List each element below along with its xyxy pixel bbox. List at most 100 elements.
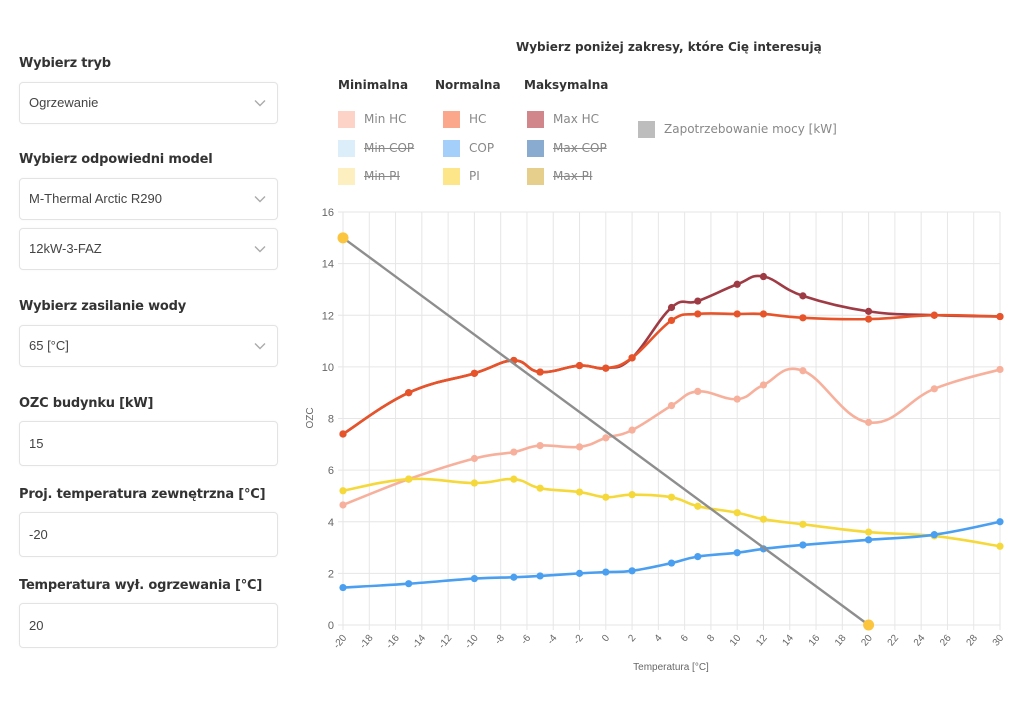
data-point[interactable] bbox=[510, 475, 518, 483]
data-point[interactable] bbox=[510, 356, 518, 365]
data-point[interactable] bbox=[510, 573, 518, 581]
off-temp-input[interactable]: 20 bbox=[19, 603, 278, 648]
data-point[interactable] bbox=[930, 311, 938, 319]
data-point[interactable] bbox=[930, 531, 938, 539]
data-point[interactable] bbox=[405, 389, 413, 397]
x-tick-label: 10 bbox=[728, 633, 744, 649]
data-point[interactable] bbox=[759, 515, 768, 523]
data-point[interactable] bbox=[470, 574, 478, 583]
data-point[interactable] bbox=[510, 448, 518, 456]
data-point[interactable] bbox=[628, 491, 636, 499]
data-point[interactable] bbox=[339, 583, 347, 592]
chevron-down-icon bbox=[254, 196, 266, 203]
data-point[interactable] bbox=[536, 368, 544, 376]
data-point[interactable] bbox=[930, 311, 938, 319]
water-select[interactable]: 65 [°C] bbox=[19, 325, 278, 367]
data-point[interactable] bbox=[339, 430, 347, 438]
data-point[interactable] bbox=[628, 426, 636, 434]
data-point[interactable] bbox=[536, 368, 544, 376]
y-tick-label: 8 bbox=[328, 414, 334, 426]
data-point[interactable] bbox=[628, 354, 636, 362]
data-point[interactable] bbox=[470, 479, 478, 487]
data-point[interactable] bbox=[996, 312, 1004, 321]
data-point[interactable] bbox=[628, 567, 636, 575]
data-point[interactable] bbox=[405, 389, 413, 397]
data-point[interactable] bbox=[667, 493, 676, 501]
data-point[interactable] bbox=[799, 292, 807, 300]
data-point[interactable] bbox=[865, 536, 873, 544]
data-point[interactable] bbox=[733, 549, 741, 557]
data-point[interactable] bbox=[575, 361, 584, 370]
data-point[interactable] bbox=[733, 395, 741, 403]
data-point[interactable] bbox=[575, 361, 584, 370]
data-point[interactable] bbox=[694, 310, 702, 318]
data-point[interactable] bbox=[799, 541, 807, 549]
data-point[interactable] bbox=[733, 310, 741, 318]
data-point[interactable] bbox=[694, 502, 702, 510]
data-point[interactable] bbox=[799, 367, 807, 375]
data-point[interactable] bbox=[694, 297, 702, 305]
data-point[interactable] bbox=[759, 381, 768, 389]
data-point[interactable] bbox=[996, 312, 1004, 321]
data-point[interactable] bbox=[694, 387, 702, 395]
data-point[interactable] bbox=[865, 528, 873, 536]
proj-temp-label: Proj. temperatura zewnętrzna [°C] bbox=[19, 487, 266, 502]
data-point[interactable] bbox=[759, 545, 768, 553]
data-point[interactable] bbox=[799, 314, 807, 322]
data-point[interactable] bbox=[799, 520, 807, 528]
data-point[interactable] bbox=[694, 552, 702, 561]
legend-label: Zapotrzebowanie mocy [kW] bbox=[664, 122, 837, 136]
data-point[interactable] bbox=[339, 487, 347, 495]
x-tick-label: 30 bbox=[991, 633, 1007, 649]
data-point[interactable] bbox=[996, 542, 1004, 550]
data-point[interactable] bbox=[996, 518, 1004, 526]
data-point[interactable] bbox=[510, 356, 518, 365]
data-point[interactable] bbox=[339, 430, 347, 438]
data-point[interactable] bbox=[470, 454, 478, 463]
data-point[interactable] bbox=[602, 568, 610, 576]
data-point[interactable] bbox=[536, 572, 544, 580]
data-point[interactable] bbox=[575, 569, 584, 577]
data-point[interactable] bbox=[759, 272, 768, 281]
y-tick-label: 16 bbox=[322, 207, 334, 219]
data-point[interactable] bbox=[536, 442, 544, 450]
data-point[interactable] bbox=[667, 303, 676, 312]
proj-temp-input[interactable]: -20 bbox=[19, 512, 278, 557]
data-point[interactable] bbox=[996, 365, 1004, 374]
data-point[interactable] bbox=[337, 232, 349, 244]
data-point[interactable] bbox=[470, 369, 478, 377]
x-tick-label: 14 bbox=[780, 633, 796, 649]
data-point[interactable] bbox=[865, 315, 873, 323]
data-point[interactable] bbox=[602, 493, 610, 501]
mode-select[interactable]: Ogrzewanie bbox=[19, 82, 278, 124]
data-point[interactable] bbox=[759, 310, 768, 318]
data-point[interactable] bbox=[602, 434, 610, 442]
data-point[interactable] bbox=[865, 307, 873, 315]
data-point[interactable] bbox=[602, 364, 610, 372]
data-point[interactable] bbox=[733, 280, 741, 288]
data-point[interactable] bbox=[575, 443, 584, 451]
data-point[interactable] bbox=[575, 488, 584, 496]
data-point[interactable] bbox=[865, 418, 873, 426]
legend-label: Min COP bbox=[364, 141, 415, 155]
data-point[interactable] bbox=[536, 484, 544, 492]
data-point[interactable] bbox=[405, 475, 413, 483]
model-select[interactable]: M-Thermal Arctic R290 bbox=[19, 178, 278, 220]
data-point[interactable] bbox=[405, 580, 413, 588]
data-point[interactable] bbox=[930, 385, 938, 393]
data-point[interactable] bbox=[733, 509, 741, 517]
data-point[interactable] bbox=[470, 369, 478, 377]
data-point[interactable] bbox=[628, 354, 636, 362]
x-tick-label: 20 bbox=[859, 633, 875, 649]
data-point[interactable] bbox=[667, 316, 676, 325]
ozc-input[interactable]: 15 bbox=[19, 421, 278, 466]
data-point[interactable] bbox=[602, 364, 610, 372]
data-point[interactable] bbox=[339, 501, 347, 509]
data-point[interactable] bbox=[405, 475, 413, 483]
data-point[interactable] bbox=[930, 532, 938, 540]
legend-swatch bbox=[527, 111, 544, 128]
variant-select[interactable]: 12kW-3-FAZ bbox=[19, 228, 278, 270]
data-point[interactable] bbox=[863, 619, 875, 631]
data-point[interactable] bbox=[667, 401, 676, 410]
data-point[interactable] bbox=[667, 559, 676, 567]
